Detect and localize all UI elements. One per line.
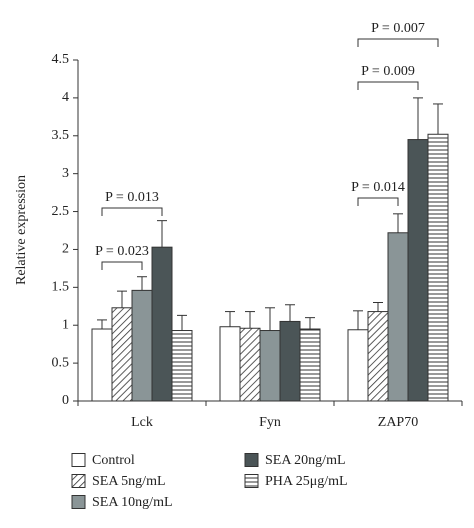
legend-swatch [244,474,259,488]
annotation: P = 0.013 [105,190,159,205]
y-tick-label: 2 [62,242,69,257]
bar [239,327,261,402]
bar [407,139,429,402]
legend-swatch [71,474,86,488]
annotation: P = 0.007 [371,21,425,36]
bar [259,330,281,402]
y-tick-label: 3.5 [52,128,70,143]
y-tick-label: 2.5 [52,204,70,219]
significance-bracket [101,207,163,216]
annotation: P = 0.014 [351,180,405,195]
significance-bracket [357,197,399,206]
bar [299,328,321,402]
y-tick-label: 0.5 [52,355,70,370]
x-tick-label: Fyn [259,415,281,430]
legend-swatch [71,495,86,509]
bar [91,328,113,402]
bar [427,133,449,402]
legend-swatch [244,453,259,467]
bar [111,307,133,402]
bar [131,289,153,402]
legend-label: SEA 20ng/mL [265,453,346,468]
bar [367,311,389,402]
significance-bracket [357,38,439,47]
bar [347,329,369,402]
x-tick-label: ZAP70 [378,415,418,430]
legend-label: PHA 25μg/mL [265,474,348,489]
y-tick-label: 4.5 [52,52,70,67]
bar [219,326,241,402]
legend-label: SEA 5ng/mL [92,474,166,489]
x-tick-label: Lck [131,415,153,430]
y-tick-label: 4 [62,90,69,105]
significance-bracket [357,81,419,90]
legend-swatch [71,453,86,467]
significance-bracket [101,261,143,270]
bar [151,246,173,402]
y-tick-label: 1 [62,317,69,332]
legend-label: Control [92,453,135,468]
y-tick-label: 0 [62,393,69,408]
y-tick-label: 3 [62,166,69,181]
legend-label: SEA 10ng/mL [92,495,173,510]
annotation: P = 0.023 [95,244,149,259]
bar [279,320,301,402]
bar [387,232,409,402]
y-tick-label: 1.5 [52,280,70,295]
bar [171,330,193,402]
annotation: P = 0.009 [361,64,415,79]
y-axis-label: Relative expression [14,175,29,285]
